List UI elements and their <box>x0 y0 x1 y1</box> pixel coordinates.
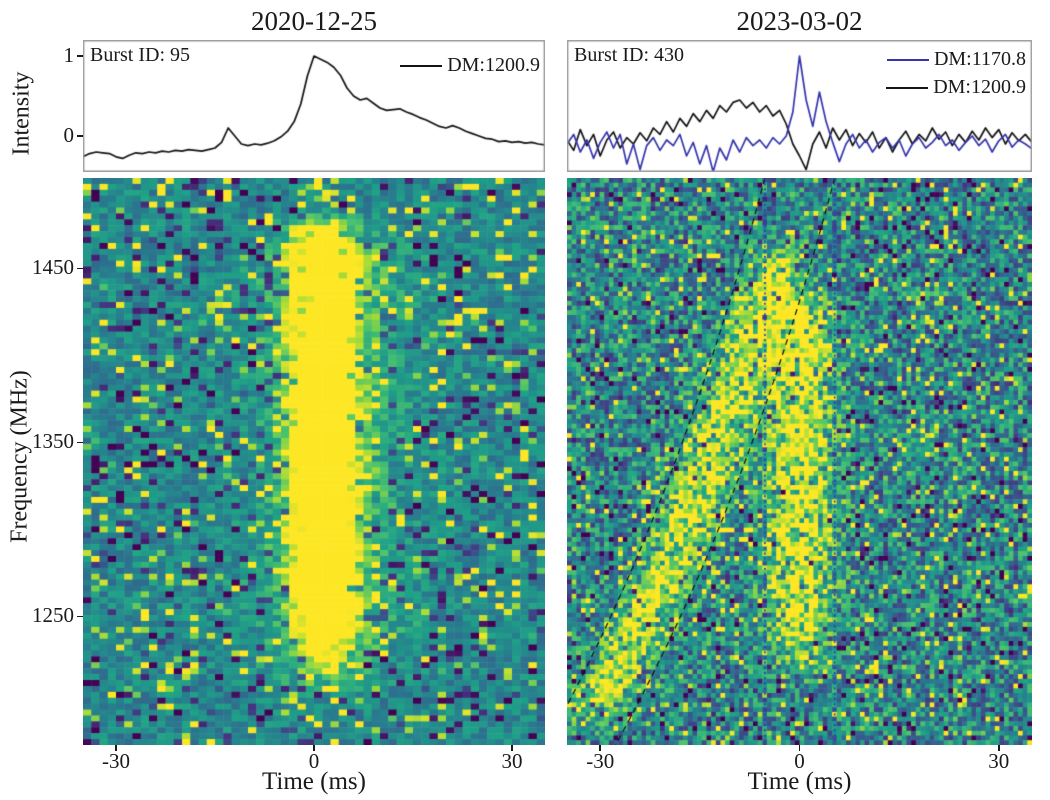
x-tick-mark <box>599 745 601 751</box>
intensity-tick-label: 0 <box>63 123 75 147</box>
freq-tick-label: 1450 <box>32 255 74 280</box>
legend-line-sample <box>886 86 929 89</box>
burst-id-left: Burst ID: 95 <box>90 44 190 66</box>
x-tick-label: 0 <box>794 749 805 773</box>
x-tick-label: 30 <box>501 749 523 773</box>
x-tick-label: -30 <box>586 749 615 773</box>
intensity-plot-left <box>83 40 545 172</box>
intensity-tick-mark <box>77 55 83 57</box>
panel-title-right: 2023-03-02 <box>736 6 863 36</box>
intensity-tick-mark <box>77 135 83 137</box>
legend-label: DM:1200.9 <box>447 54 540 76</box>
intensity-axis-label: Intensity <box>8 71 35 156</box>
time-axis-label-right: Time (ms) <box>747 768 852 795</box>
burst-id-right: Burst ID: 430 <box>574 44 684 66</box>
legend-entry: DM:1170.8 <box>886 48 1026 71</box>
freq-tick-mark <box>77 615 83 618</box>
spectrogram-right <box>567 178 1032 745</box>
x-tick-label: 30 <box>988 749 1010 773</box>
x-tick-mark <box>798 745 801 751</box>
freq-tick-label: 1350 <box>32 429 74 454</box>
x-tick-label: 0 <box>308 749 320 773</box>
legend-label: DM:1170.8 <box>933 48 1026 70</box>
intensity-tick-label: 1 <box>63 43 75 67</box>
legend-line-sample <box>886 58 929 61</box>
x-tick-mark <box>998 745 1000 751</box>
legend-line-sample <box>400 64 443 67</box>
x-tick-mark <box>313 745 315 751</box>
spectrogram-left <box>83 178 545 745</box>
legend-entry: DM:1200.9 <box>400 54 540 77</box>
x-tick-mark <box>115 745 117 751</box>
x-tick-label: -30 <box>102 749 130 773</box>
freq-tick-label: 1250 <box>32 603 74 628</box>
legend-entry: DM:1200.9 <box>886 76 1026 99</box>
freq-tick-mark <box>77 267 83 270</box>
intensity-plot-right <box>567 40 1032 172</box>
legend-label: DM:1200.9 <box>933 76 1026 98</box>
freq-tick-mark <box>77 441 83 444</box>
legend-right: DM:1170.8 DM:1200.9 <box>886 48 1026 99</box>
legend-left: DM:1200.9 <box>400 54 540 77</box>
x-tick-mark <box>511 745 513 751</box>
frequency-axis-label: Frequency (MHz) <box>6 370 33 543</box>
panel-title-left: 2020-12-25 <box>251 6 377 36</box>
time-axis-label-left: Time (ms) <box>262 768 366 795</box>
